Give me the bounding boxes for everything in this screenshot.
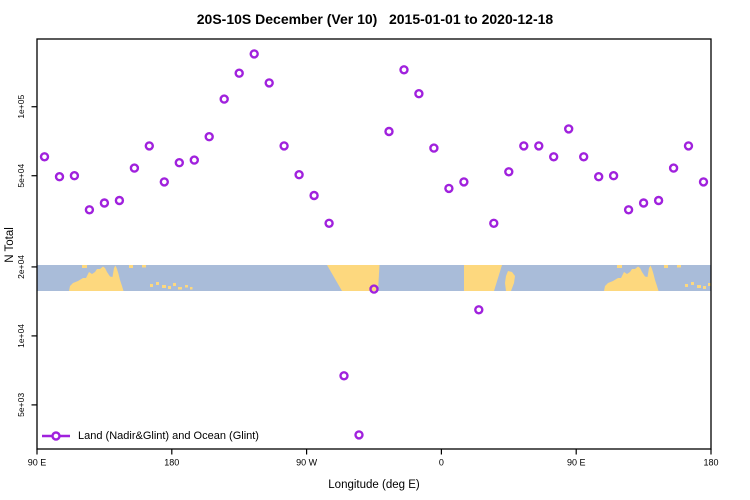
data-point (519, 141, 529, 151)
x-tick-label: 90 E (28, 458, 47, 468)
data-point (384, 126, 394, 137)
data-point (159, 177, 170, 187)
island-speck (129, 265, 133, 268)
island-speck (150, 284, 153, 287)
data-point (174, 157, 185, 168)
island-speck (156, 282, 159, 285)
data-point (84, 205, 95, 215)
data-point (279, 141, 289, 151)
data-point (698, 177, 709, 187)
data-point (339, 371, 349, 381)
data-point (608, 170, 619, 181)
data-point (324, 218, 334, 229)
data-point (249, 49, 259, 59)
data-point (399, 65, 409, 75)
data-point (39, 152, 50, 162)
island-speck (697, 285, 701, 288)
data-point (219, 94, 229, 104)
data-point (189, 155, 200, 165)
land-patch (464, 265, 502, 291)
island-speck (168, 286, 171, 289)
data-point (683, 141, 694, 151)
island-speck (162, 285, 166, 288)
island-speck (664, 265, 668, 268)
land-patch (505, 271, 515, 291)
island-speck (185, 285, 188, 288)
x-axis-label: Longitude (deg E) (328, 479, 420, 491)
data-point (459, 177, 469, 187)
x-tick-label: 90 E (567, 458, 586, 468)
data-point (623, 205, 634, 215)
data-point (264, 78, 274, 88)
land-patch (327, 265, 380, 291)
data-point (638, 198, 649, 208)
data-point (144, 141, 155, 151)
y-tick-label: 2e+04 (16, 255, 26, 279)
y-tick-label: 1e+05 (16, 95, 26, 119)
data-point (504, 167, 514, 177)
legend: Land (Nadir&Glint) and Ocean (Glint) (41, 428, 259, 443)
x-tick-label: 0 (439, 458, 444, 468)
data-point (204, 131, 214, 142)
island-speck (677, 265, 681, 268)
data-point (369, 284, 379, 294)
data-point (114, 195, 125, 206)
island-speck (708, 283, 711, 286)
plot-box (36, 38, 712, 450)
land-patch (69, 265, 124, 291)
data-point (234, 68, 244, 78)
y-tick-label: 5e+03 (16, 393, 26, 417)
y-tick-label: 5e+04 (16, 164, 26, 188)
island-speck (691, 282, 694, 285)
data-point (579, 152, 589, 162)
legend-open-circle-icon (42, 430, 70, 441)
data-point (653, 195, 664, 206)
data-point (594, 171, 604, 182)
x-tick-label: 180 (164, 458, 179, 468)
island-speck (82, 265, 87, 268)
data-point (534, 141, 544, 151)
data-point (414, 88, 424, 99)
data-point (429, 143, 439, 153)
data-point (294, 169, 304, 180)
data-point (549, 152, 559, 162)
y-tick-label: 1e+04 (16, 324, 26, 348)
island-speck (173, 283, 176, 286)
island-speck (617, 265, 622, 268)
data-point (99, 198, 110, 208)
data-point (489, 218, 499, 229)
island-speck (178, 287, 182, 290)
data-point (354, 430, 364, 440)
island-speck (703, 286, 706, 289)
island-speck (685, 284, 688, 287)
island-speck (142, 265, 146, 268)
island-speck (190, 287, 193, 290)
data-point (69, 170, 80, 181)
data-point (564, 124, 574, 134)
land-ocean-map-strip (37, 264, 711, 292)
x-tick-label: 90 W (296, 458, 318, 468)
x-tick-label: 180 (703, 458, 718, 468)
data-point (54, 171, 65, 182)
data-point (309, 190, 319, 201)
data-point (474, 305, 484, 315)
land-patch (604, 265, 659, 291)
chart-title: 20S-10S December (Ver 10) 2015-01-01 to … (196, 11, 554, 27)
legend-label: Land (Nadir&Glint) and Ocean (Glint) (78, 429, 259, 442)
data-point (668, 163, 679, 173)
data-point (444, 183, 454, 194)
data-point (129, 163, 140, 173)
